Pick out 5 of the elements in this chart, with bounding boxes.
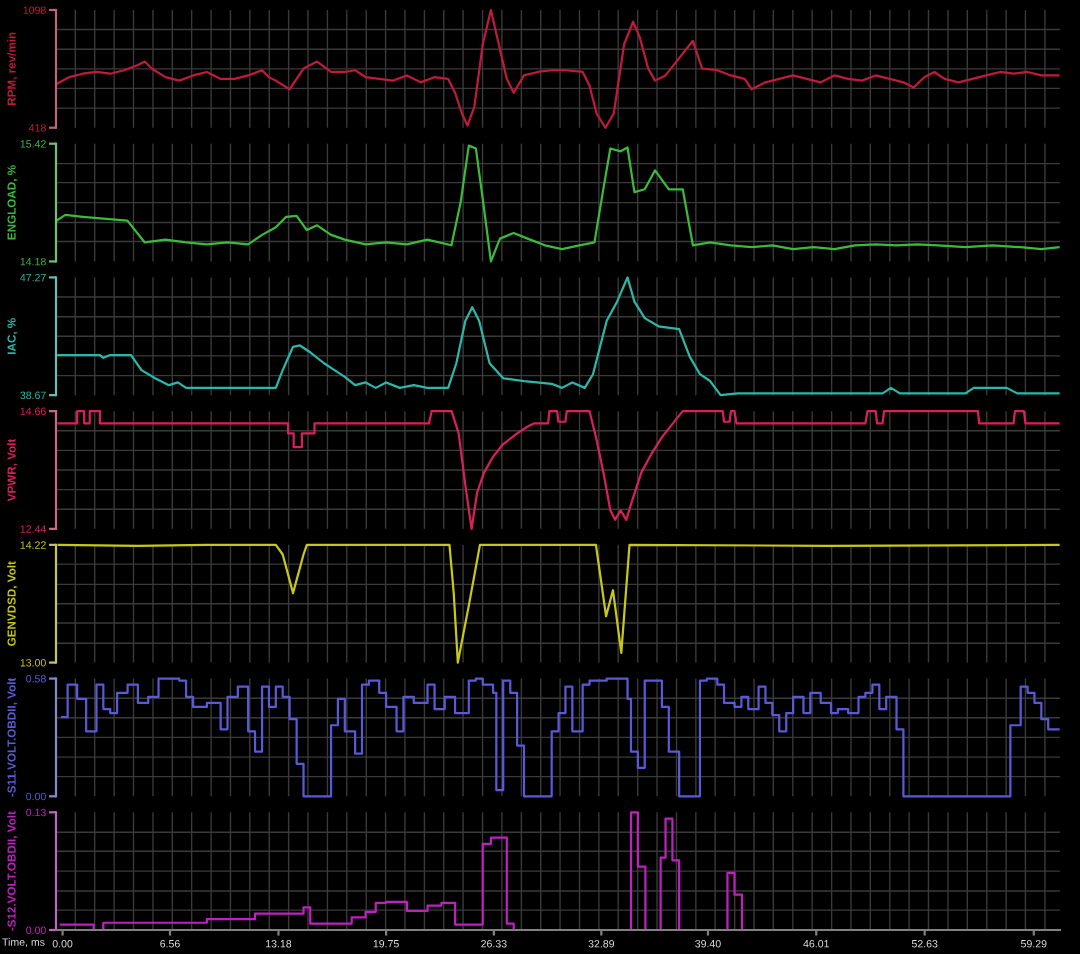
line-series bbox=[57, 410, 1060, 530]
line-series bbox=[55, 8, 1060, 129]
line-series bbox=[57, 276, 1060, 397]
line-series bbox=[57, 543, 1060, 664]
line-series bbox=[55, 144, 1060, 263]
